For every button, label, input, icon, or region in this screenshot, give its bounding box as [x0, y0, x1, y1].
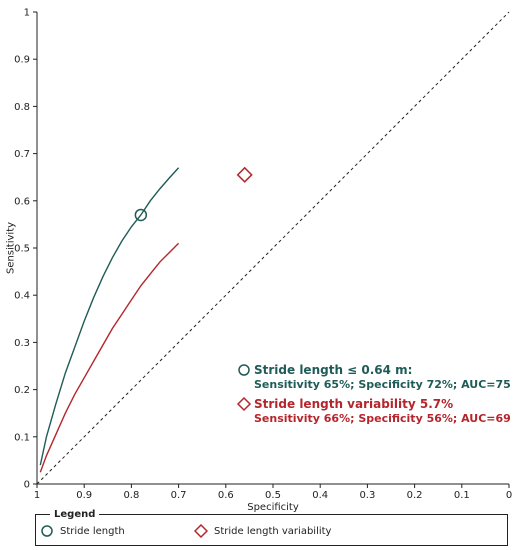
legend-box: [35, 514, 508, 546]
y-tick-label: 0: [24, 480, 30, 491]
annotation-title: Stride length variability 5.7%: [254, 397, 453, 411]
y-axis-label: Sensitivity: [6, 222, 17, 274]
legend-diamond-icon: [194, 524, 208, 538]
annotation-title: Stride length ≤ 0.64 m:: [254, 363, 412, 377]
y-tick-label: 0.1: [14, 432, 30, 443]
x-axis-label: Specificity: [247, 502, 299, 513]
series-line-stride-length: [39, 167, 180, 466]
cutoff-point-circle: [134, 208, 148, 222]
legend-item-stride-length-variability: Stride length variability: [194, 524, 331, 538]
y-tick-label: 0.6: [14, 196, 30, 207]
x-tick-label: 1: [34, 490, 40, 501]
y-tick-label: 1: [24, 8, 30, 19]
y-tick-label: 0.4: [14, 291, 30, 302]
x-tick-label: 0.9: [76, 490, 92, 501]
legend-item-stride-length: Stride length: [40, 524, 125, 538]
x-tick-label: 0.8: [123, 490, 139, 501]
x-tick-label: 0.5: [265, 490, 281, 501]
y-tick-label: 0.8: [14, 102, 30, 113]
y-axis-ticks: 0 0.1 0.2 0.3 0.4 0.5 0.6 0.7 0.8 0.9 1: [14, 8, 37, 491]
annotation-detail: Sensitivity 66%; Specificity 56%; AUC=69: [254, 412, 511, 425]
x-axis-ticks: 1 0.9 0.8 0.7 0.6 0.5 0.4 0.3 0.2 0.1 0: [34, 484, 512, 501]
x-tick-label: 0.6: [218, 490, 234, 501]
y-tick-label: 0.3: [14, 338, 30, 349]
x-tick-label: 0: [506, 490, 512, 501]
y-tick-label: 0.9: [14, 55, 30, 66]
legend-item-label: Stride length: [60, 525, 125, 537]
series-layer: [39, 167, 180, 473]
annotation-diamond-marker: [236, 396, 252, 412]
y-tick-label: 0.2: [14, 385, 30, 396]
legend-title: Legend: [50, 509, 100, 520]
legend-circle-icon: [41, 525, 53, 537]
x-tick-label: 0.2: [407, 490, 423, 501]
x-tick-label: 0.3: [359, 490, 375, 501]
legend-item-label: Stride length variability: [214, 525, 332, 537]
x-tick-label: 0.1: [454, 490, 470, 501]
annotation-stride-length: Stride length ≤ 0.64 m: Sensitivity 65%;…: [238, 363, 511, 391]
marker-layer: [134, 166, 253, 222]
y-tick-label: 0.5: [14, 244, 30, 255]
y-tick-label: 0.7: [14, 149, 30, 160]
annotation-circle-marker: [238, 364, 250, 376]
x-tick-label: 0.4: [312, 490, 328, 501]
annotation-stride-length-variability: Stride length variability 5.7% Sensitivi…: [236, 396, 511, 425]
x-tick-label: 0.7: [171, 490, 187, 501]
annotation-detail: Sensitivity 65%; Specificity 72%; AUC=75: [254, 378, 511, 391]
series-line-stride-length-variability: [39, 242, 180, 473]
cutoff-point-diamond: [236, 166, 253, 183]
